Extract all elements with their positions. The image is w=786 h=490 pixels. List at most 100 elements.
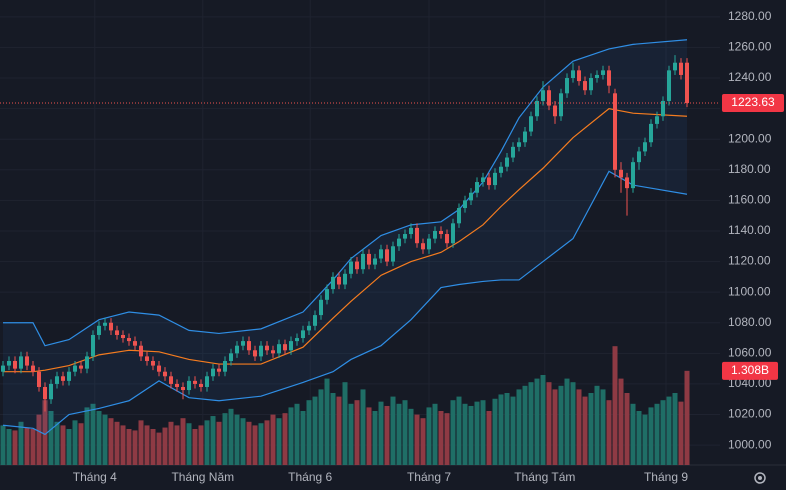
volume-bar bbox=[246, 421, 252, 465]
volume-bar bbox=[414, 414, 420, 465]
volume-bar bbox=[552, 389, 558, 465]
volume-bar bbox=[504, 393, 510, 465]
candle-body bbox=[211, 368, 215, 377]
y-tick-label: 1140.00 bbox=[728, 223, 771, 237]
candle-body bbox=[85, 356, 89, 369]
candle-body bbox=[151, 360, 155, 366]
x-tick-label: Tháng 4 bbox=[73, 470, 117, 484]
volume-bar bbox=[270, 414, 276, 465]
candle-body bbox=[331, 276, 335, 290]
candle-body bbox=[265, 345, 269, 351]
volume-bar bbox=[102, 414, 108, 465]
candle-body bbox=[625, 177, 629, 189]
volume-bar bbox=[498, 394, 504, 465]
volume-bar bbox=[540, 375, 546, 465]
volume-bar bbox=[456, 396, 462, 465]
volume-bar bbox=[660, 400, 666, 465]
volume-tag bbox=[722, 361, 778, 380]
x-tick-label: Tháng 6 bbox=[288, 470, 332, 484]
candle-body bbox=[499, 166, 503, 173]
volume-bar bbox=[432, 403, 438, 465]
candle-body bbox=[433, 230, 437, 239]
candle-body bbox=[79, 365, 83, 369]
y-tick-label: 1280.00 bbox=[728, 9, 772, 23]
y-tick-label: 1120.00 bbox=[728, 254, 771, 268]
candle-body bbox=[523, 131, 527, 143]
candle-body bbox=[469, 192, 473, 201]
candle-body bbox=[511, 146, 515, 158]
volume-bar bbox=[486, 411, 492, 465]
volume-bar bbox=[510, 396, 516, 465]
volume-bar bbox=[222, 413, 228, 465]
volume-bar bbox=[408, 408, 414, 465]
volume-bar bbox=[618, 378, 624, 465]
volume-bar bbox=[180, 418, 186, 465]
candle-body bbox=[157, 365, 161, 372]
candle-body bbox=[133, 341, 137, 346]
candle-body bbox=[19, 356, 23, 369]
candle-body bbox=[571, 70, 575, 79]
volume-bar bbox=[468, 405, 474, 465]
candle-body bbox=[349, 261, 353, 274]
candle-body bbox=[319, 299, 323, 316]
x-tick-label: Tháng Tám bbox=[514, 470, 575, 484]
volume-bar bbox=[90, 403, 96, 465]
settings-icon[interactable] bbox=[754, 472, 766, 484]
volume-bar bbox=[390, 396, 396, 465]
candle-body bbox=[391, 246, 395, 262]
volume-bar bbox=[678, 401, 684, 465]
candle-body bbox=[355, 261, 359, 270]
x-tick-label: Tháng 9 bbox=[644, 470, 688, 484]
candle-body bbox=[427, 238, 431, 250]
gear[interactable] bbox=[754, 472, 766, 484]
volume-bar bbox=[120, 425, 126, 465]
volume-bar bbox=[210, 416, 216, 465]
volume-bar bbox=[354, 400, 360, 465]
candle-body bbox=[55, 376, 59, 384]
candle-body bbox=[181, 386, 185, 391]
candle-body bbox=[373, 258, 377, 265]
candle-body bbox=[13, 360, 17, 369]
candle-body bbox=[577, 70, 581, 82]
candle-body bbox=[649, 123, 653, 143]
candle-body bbox=[409, 227, 413, 235]
band-line bbox=[3, 107, 688, 373]
volume-bar bbox=[630, 403, 636, 465]
candle-body bbox=[217, 368, 221, 372]
candle-body bbox=[103, 322, 107, 326]
candle-body bbox=[205, 376, 209, 387]
volume-bar bbox=[150, 429, 156, 465]
candle-body bbox=[91, 334, 95, 357]
candle-body bbox=[541, 90, 545, 101]
candle-body bbox=[1, 365, 5, 372]
y-tick-label: 1160.00 bbox=[728, 193, 771, 207]
candle-body bbox=[307, 325, 311, 331]
volume-bar bbox=[282, 413, 288, 465]
candle-body bbox=[589, 78, 593, 91]
volume-bar bbox=[198, 425, 204, 465]
volume-bar bbox=[252, 425, 258, 465]
y-tick-label: 1200.00 bbox=[728, 131, 772, 145]
candle-body bbox=[475, 182, 479, 193]
volume-bar bbox=[330, 393, 336, 465]
candle-body bbox=[445, 234, 449, 244]
candle-body bbox=[229, 353, 233, 361]
candle-body bbox=[613, 93, 617, 170]
candle-body bbox=[223, 360, 227, 372]
candle-body bbox=[337, 276, 341, 285]
candle-body bbox=[127, 338, 131, 342]
volume-bar bbox=[312, 396, 318, 465]
candle-body bbox=[73, 365, 77, 372]
volume-bar bbox=[336, 396, 342, 465]
y-tick-label: 1100.00 bbox=[728, 284, 771, 298]
candle-body bbox=[61, 376, 65, 381]
candle-body bbox=[415, 227, 419, 244]
candle-body bbox=[25, 356, 29, 366]
volume-bar bbox=[24, 427, 30, 465]
volume-bar bbox=[216, 421, 222, 465]
volume-bar bbox=[360, 389, 366, 465]
volume-bar bbox=[444, 413, 450, 465]
candle-body bbox=[643, 142, 647, 152]
gear-center[interactable] bbox=[758, 476, 762, 480]
volume-bar bbox=[564, 378, 570, 465]
